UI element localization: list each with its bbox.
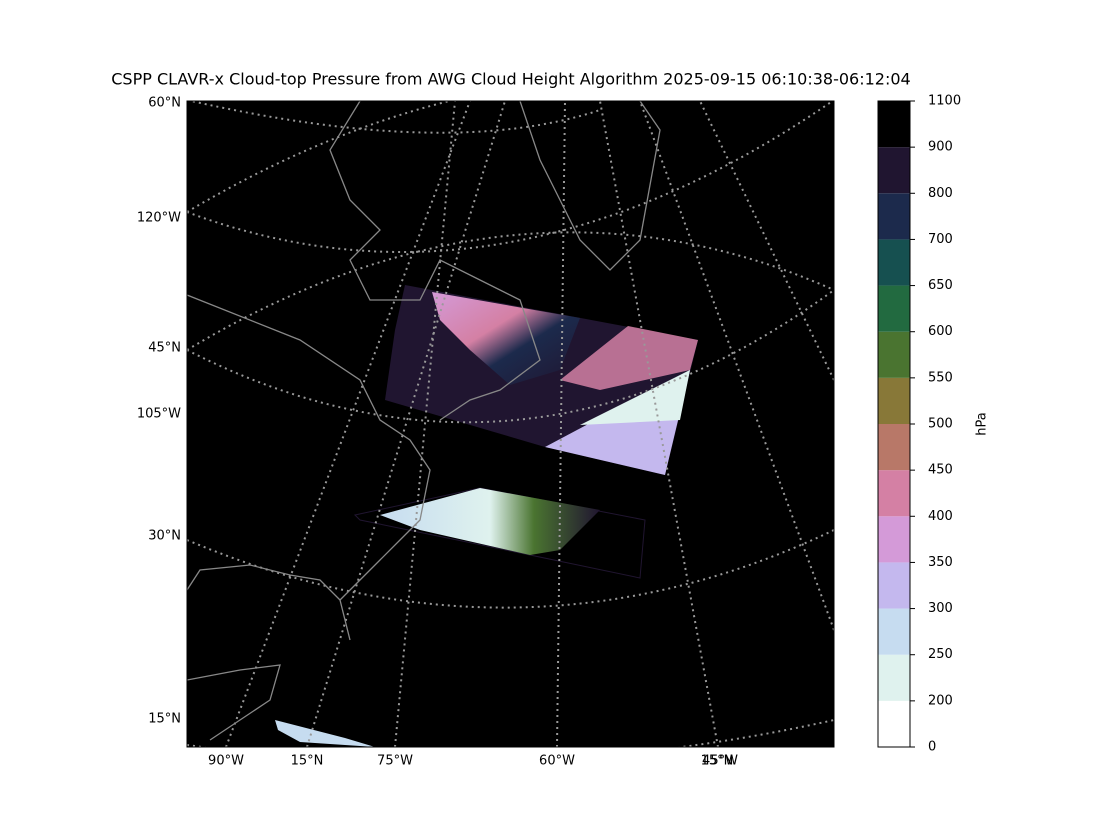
- colorbar-segment: [878, 331, 910, 378]
- swath: [275, 720, 375, 747]
- chart-title: CSPP CLAVR-x Cloud-top Pressure from AWG…: [111, 70, 910, 89]
- colorbar-segment: [878, 516, 910, 563]
- coastline: [187, 101, 661, 741]
- lat-label: 15°N: [701, 754, 734, 769]
- colorbar-tick-label: 1100: [928, 94, 961, 109]
- lat-label: 45°N: [148, 341, 181, 356]
- lat-label: 60°N: [148, 96, 181, 111]
- lon-label: 60°W: [539, 754, 575, 769]
- colorbar-tick-label: 650: [928, 278, 953, 293]
- colorbar-tick-label: 250: [928, 647, 953, 662]
- colorbar-segment: [878, 424, 910, 471]
- map-frame: [186, 100, 835, 748]
- colorbar-segment: [878, 700, 910, 747]
- colorbar-segment: [878, 239, 910, 286]
- lon-label: 75°W: [377, 754, 413, 769]
- colorbar-segment: [878, 147, 910, 194]
- colorbar-tick-label: 350: [928, 555, 953, 570]
- colorbar-tick-label: 700: [928, 232, 953, 247]
- colorbar-segment: [878, 377, 910, 424]
- colorbar-tick-label: 450: [928, 463, 953, 478]
- colorbar-segment: [878, 470, 910, 517]
- colorbar-segment: [878, 101, 910, 148]
- lat-label: 15°N: [148, 712, 181, 727]
- colorbar-tick-label: 300: [928, 601, 953, 616]
- colorbar-segment: [878, 608, 910, 655]
- graticule: [187, 101, 834, 747]
- colorbar-label: hPa: [975, 412, 990, 435]
- swath-cloud: [380, 488, 600, 555]
- colorbar-tick-label: 200: [928, 693, 953, 708]
- colorbar-segment: [878, 285, 910, 332]
- colorbar-tick-label: 600: [928, 324, 953, 339]
- swath-cloud: [432, 292, 580, 385]
- lon-label: 105°W: [137, 407, 181, 422]
- map: [187, 101, 834, 747]
- lat-label: 15°N: [291, 754, 324, 769]
- swath-cloud: [580, 370, 690, 425]
- colorbar-tick-label: 900: [928, 140, 953, 155]
- colorbar-tick-label: 0: [928, 740, 936, 755]
- lat-label: 30°N: [148, 529, 181, 544]
- lon-label: 120°W: [137, 211, 181, 226]
- colorbar-segment: [878, 562, 910, 609]
- colorbar-tick-label: 400: [928, 509, 953, 524]
- map-labels: 60°N 120°W 45°N 105°W 30°N 15°N 90°W 15°…: [137, 96, 738, 769]
- colorbar-tick-label: 800: [928, 186, 953, 201]
- swath-cloud: [560, 326, 698, 390]
- colorbar-segment: [878, 193, 910, 240]
- colorbar-tick-label: 550: [928, 370, 953, 385]
- lon-label: 45°W: [702, 754, 738, 769]
- colorbar-segment: [878, 654, 910, 701]
- colorbar-tick-label: 500: [928, 417, 953, 432]
- colorbar: 0 200 250 300 350 400 450 500 550 600 650 700 800 900…: [877, 94, 961, 755]
- lon-label: 90°W: [208, 754, 244, 769]
